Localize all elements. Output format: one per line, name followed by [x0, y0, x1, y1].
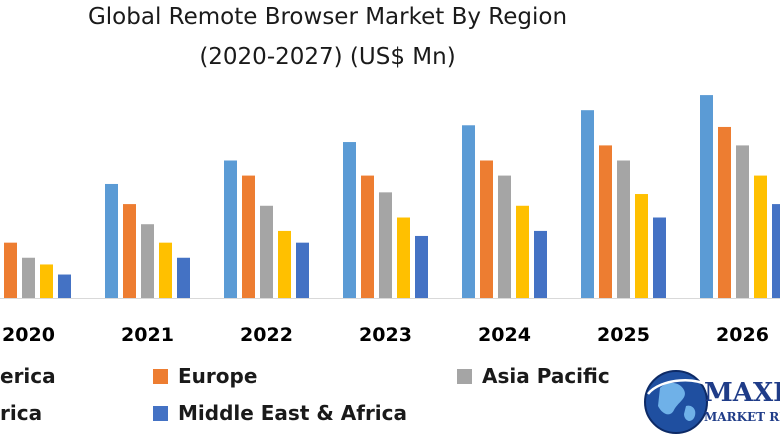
x-tick-label: 2022	[240, 324, 293, 346]
bar	[754, 175, 767, 298]
bar	[296, 242, 309, 298]
x-tick-label: 2021	[121, 324, 174, 346]
legend-label: Asia Pacific	[482, 364, 610, 388]
bar	[123, 204, 136, 298]
bar	[415, 235, 428, 298]
legend-label: Europe	[178, 364, 258, 388]
legend-item-middle-east-africa: Middle East & Africa	[153, 401, 407, 425]
legend-label: Middle East & Africa	[178, 401, 408, 425]
bar	[361, 175, 374, 298]
bar	[736, 145, 749, 298]
legend-swatch	[153, 405, 168, 421]
legend-item-latin-america: rica	[0, 401, 42, 425]
x-tick-label: 2020	[2, 324, 55, 346]
bar	[40, 264, 53, 298]
legend-swatch	[153, 368, 168, 384]
bar	[397, 217, 410, 298]
legend-label: rica	[0, 401, 43, 425]
bar	[159, 242, 172, 298]
bar	[22, 257, 35, 298]
bar	[141, 224, 154, 298]
legend-swatch	[457, 368, 472, 384]
bar	[379, 192, 392, 298]
x-tick-label: 2024	[478, 324, 531, 346]
bar	[177, 257, 190, 298]
bar	[534, 230, 547, 298]
chart-subtitle: (2020-2027) (US$ Mn)	[199, 44, 456, 70]
logo-text-line2: MARKET RE	[704, 410, 780, 424]
bar	[260, 205, 273, 298]
bar	[718, 126, 731, 298]
bar	[653, 217, 666, 298]
bar	[105, 183, 118, 298]
globe-icon	[644, 370, 711, 434]
bar	[700, 95, 713, 298]
bar	[516, 205, 529, 298]
bar	[599, 145, 612, 298]
x-tick-label: 2023	[359, 324, 412, 346]
bar	[617, 160, 630, 298]
x-tick-label: 2026	[716, 324, 769, 346]
bar	[480, 160, 493, 298]
bar	[4, 242, 17, 298]
bar	[498, 175, 511, 298]
bar	[343, 142, 356, 298]
bar	[772, 204, 780, 298]
chart-title: Global Remote Browser Market By Region	[87, 4, 568, 30]
legend-label: erica	[0, 364, 56, 388]
legend-item-europe: Europe	[153, 364, 257, 388]
bar	[224, 160, 237, 298]
bar	[462, 125, 475, 299]
bar	[242, 175, 255, 298]
bar	[58, 274, 71, 298]
x-tick-label: 2025	[597, 324, 650, 346]
bar	[278, 230, 291, 298]
legend-item-north-america: erica	[0, 364, 56, 388]
bar	[635, 194, 648, 298]
bar	[581, 110, 594, 298]
legend-item-asia-pacific: Asia Pacific	[457, 364, 610, 388]
